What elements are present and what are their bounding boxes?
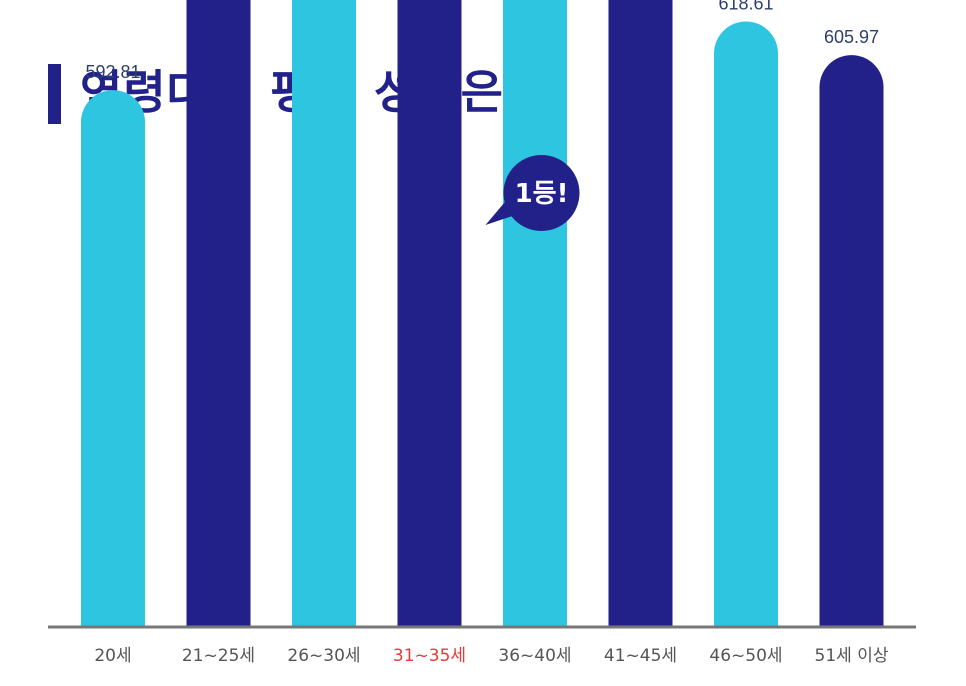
category-label: 51세 이상 — [815, 646, 889, 666]
bar — [397, 0, 462, 627]
value-label: 618.61 — [718, 0, 773, 13]
category-label: 20세 — [94, 646, 131, 666]
category-label: 46~50세 — [709, 646, 782, 666]
bar — [608, 0, 673, 627]
category-label: 36~40세 — [498, 646, 571, 666]
category-label: 26~30세 — [287, 646, 360, 666]
bar — [819, 55, 884, 627]
value-label: 592.81 — [85, 62, 140, 82]
winner-badge: 1등! — [485, 155, 580, 231]
badge-circle — [503, 155, 580, 231]
bar — [81, 90, 145, 628]
category-label: 21~25세 — [182, 646, 255, 666]
bar — [503, 0, 567, 627]
title-accent-bar — [48, 64, 61, 124]
bar — [186, 0, 251, 627]
badge-text: 1등! — [515, 179, 569, 209]
category-label: 41~45세 — [604, 646, 677, 666]
bar — [714, 21, 778, 628]
bar — [292, 0, 356, 627]
category-label: 31~35세 — [393, 646, 466, 666]
value-label: 605.97 — [824, 27, 879, 47]
